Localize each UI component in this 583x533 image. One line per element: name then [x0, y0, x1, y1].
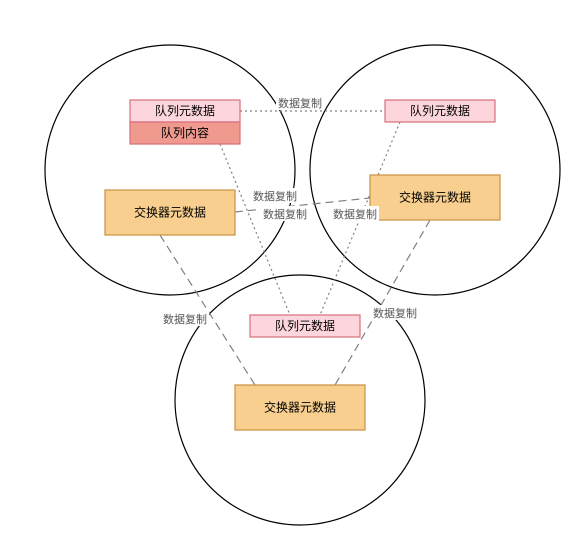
node-circle — [45, 45, 295, 295]
edge-label: 数据复制 — [373, 306, 417, 320]
edge-line — [335, 220, 430, 385]
edge-label: 数据复制 — [253, 189, 297, 203]
box-label: 队列元数据 — [410, 103, 470, 118]
edge-line — [160, 235, 255, 385]
boxes-layer: 队列元数据队列内容交换器元数据队列元数据交换器元数据队列元数据交换器元数据 — [105, 100, 500, 430]
edge-label: 数据复制 — [333, 207, 377, 221]
box-label: 队列元数据 — [155, 103, 215, 118]
diagram-canvas: 队列元数据队列内容交换器元数据队列元数据交换器元数据队列元数据交换器元数据数据复… — [0, 0, 583, 533]
edge-label: 数据复制 — [278, 96, 322, 110]
node-circle — [310, 45, 560, 295]
box-label: 队列内容 — [161, 125, 209, 140]
box-label: 交换器元数据 — [134, 205, 206, 220]
edges-layer — [160, 111, 430, 385]
box-label: 队列元数据 — [275, 318, 335, 333]
box-label: 交换器元数据 — [264, 400, 336, 415]
box-label: 交换器元数据 — [399, 190, 471, 205]
edge-label: 数据复制 — [163, 312, 207, 326]
edge-label: 数据复制 — [263, 207, 307, 221]
